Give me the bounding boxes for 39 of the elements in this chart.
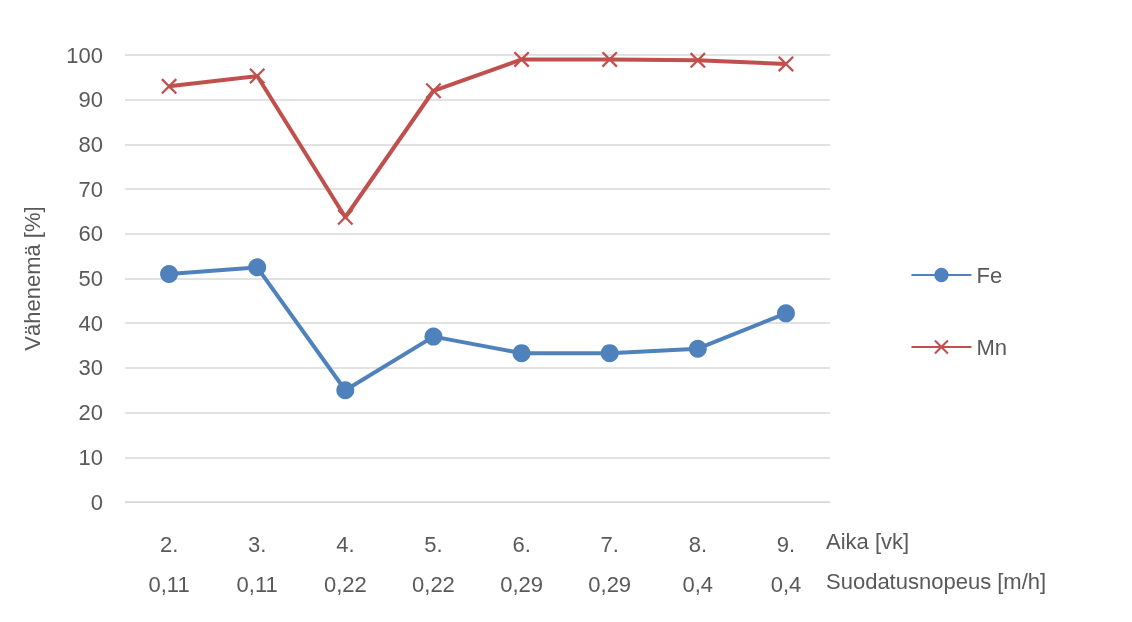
y-tick-label: 40	[78, 310, 103, 336]
x-tick-label: 3. 0,11	[236, 531, 278, 597]
y-tick-label: 100	[66, 42, 103, 68]
point	[337, 209, 354, 226]
point	[601, 51, 618, 68]
point	[777, 55, 794, 72]
point	[776, 304, 795, 323]
point	[160, 265, 179, 284]
point	[424, 327, 443, 346]
x-tick-label: 2. 0,11	[148, 531, 190, 597]
point	[249, 68, 266, 85]
y-tick-label: 30	[78, 355, 103, 381]
y-tick-label: 0	[90, 489, 103, 515]
point	[248, 258, 267, 277]
y-tick-label: 80	[78, 131, 103, 157]
point	[336, 381, 355, 400]
point	[688, 339, 707, 358]
x-tick-label: 6. 0,29	[500, 531, 543, 597]
x-tick-label: 4. 0,22	[323, 531, 367, 597]
point	[689, 52, 706, 69]
x-tick-label: 5. 0,22	[412, 531, 455, 597]
point	[161, 78, 178, 95]
point	[600, 344, 619, 363]
y-axis-title: Vähenemä [%]	[19, 206, 45, 351]
y-tick-label: 50	[78, 266, 103, 291]
point	[425, 82, 442, 99]
legend-label: Mn	[976, 334, 1007, 360]
y-tick-label: 20	[78, 400, 103, 426]
x-tick-label: 8. 0,4	[682, 531, 714, 597]
y-tick-label: 70	[78, 176, 103, 202]
x-tick-label: 9. 0,4	[770, 531, 802, 597]
legend-label: Fe	[976, 262, 1003, 288]
y-tick-label: 60	[78, 221, 103, 247]
y-tick-label: 10	[78, 444, 103, 470]
point	[513, 51, 530, 68]
y-tick-label: 90	[78, 87, 103, 113]
point	[512, 344, 531, 363]
x-axis-title: Aika [vk] Suodatusnopeus [m/h]	[826, 528, 1047, 594]
x-tick-label: 7. 0,29	[588, 531, 632, 597]
